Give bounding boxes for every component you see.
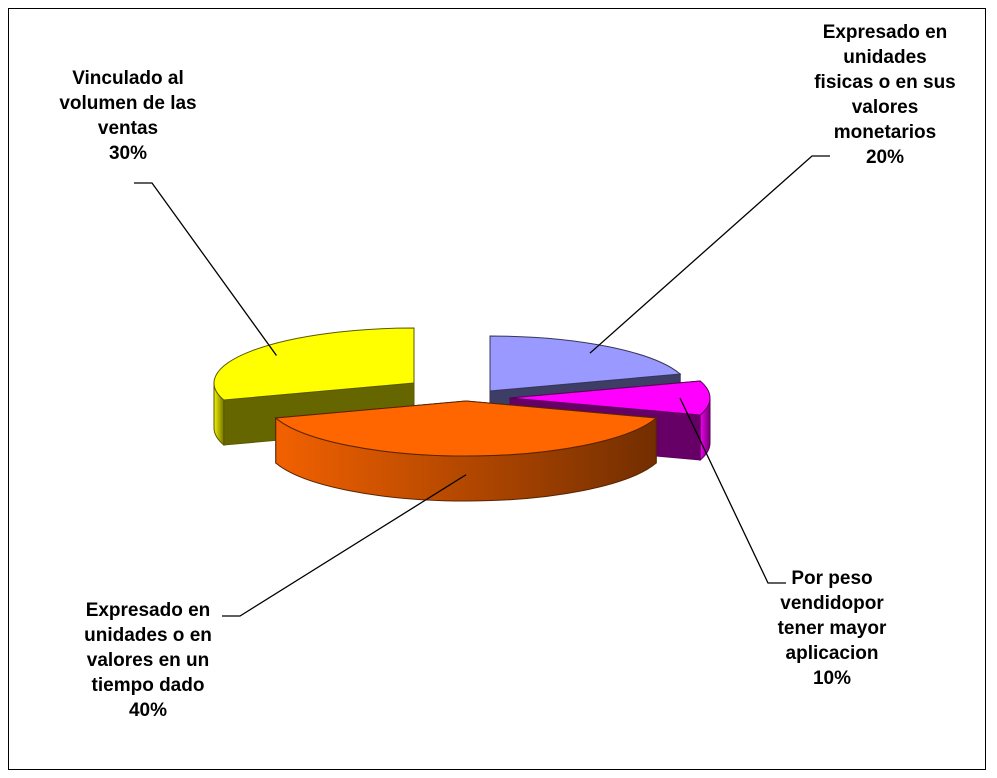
label-line: valores xyxy=(851,97,919,118)
slice-label-tiempo-dado: Expresado en unidades o en valores en un… xyxy=(50,598,246,723)
leader-line xyxy=(134,182,277,356)
label-line: tener mayor xyxy=(777,618,887,639)
pie-slice xyxy=(274,400,658,502)
label-line: fisicas o en sus xyxy=(814,72,956,93)
label-line: Por peso xyxy=(791,568,873,589)
percent-label: 20% xyxy=(865,147,905,168)
label-line: aplicacion xyxy=(785,643,879,664)
label-line: tiempo dado xyxy=(91,675,205,696)
slice-label-fisicas-monetarios: Expresado en unidades fisicas o en sus v… xyxy=(800,20,970,170)
slice-label-ventas: Vinculado al volumen de las ventas 30% xyxy=(30,66,226,166)
label-line: Expresado en xyxy=(822,22,948,43)
leader-line xyxy=(222,474,467,617)
slice-top xyxy=(509,380,711,416)
leader-line xyxy=(589,155,830,354)
label-line: volumen de las xyxy=(59,93,197,114)
slice-top xyxy=(213,327,415,401)
slice-top xyxy=(274,400,658,457)
slice-top xyxy=(489,335,682,392)
chart-border xyxy=(8,8,986,770)
label-line: unidades o en xyxy=(84,625,212,646)
label-line: valores en un xyxy=(86,650,210,671)
label-line: monetarios xyxy=(833,122,937,143)
label-line: unidades xyxy=(843,47,927,68)
percent-label: 10% xyxy=(812,668,852,689)
label-line: ventas xyxy=(97,118,159,139)
label-line: vendidopor xyxy=(780,593,884,614)
percent-label: 40% xyxy=(128,700,168,721)
slice-label-por-peso: Por peso vendidopor tener mayor aplicaci… xyxy=(752,566,912,691)
label-line: Expresado en xyxy=(85,600,211,621)
leader-line xyxy=(679,397,786,584)
percent-label: 30% xyxy=(108,143,148,164)
label-line: Vinculado al xyxy=(72,68,184,89)
